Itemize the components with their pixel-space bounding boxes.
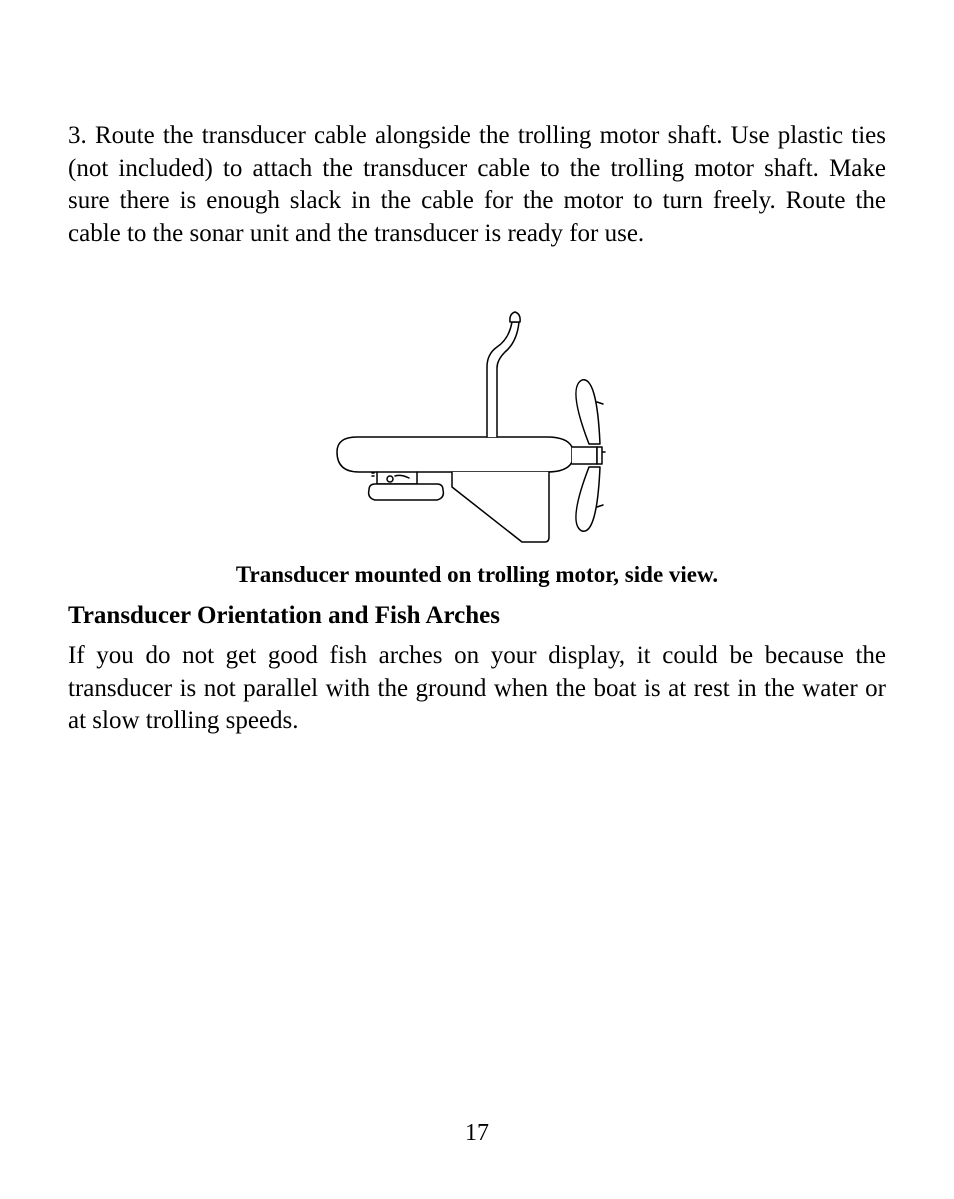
figure-caption: Transducer mounted on trolling motor, si… xyxy=(68,562,886,588)
transducer-cable-stub-icon xyxy=(395,475,409,478)
prop-blade-top-icon xyxy=(576,380,600,444)
page: 3. Route the transducer cable alongside … xyxy=(0,0,954,1199)
motor-skeg-icon xyxy=(452,472,549,542)
prop-hub-icon xyxy=(572,447,597,464)
trolling-motor-figure xyxy=(68,272,886,552)
page-number: 17 xyxy=(0,1120,954,1147)
motor-body-icon xyxy=(337,437,572,472)
instruction-step-3: 3. Route the transducer cable alongside … xyxy=(68,120,886,250)
transducer-pivot-icon xyxy=(387,476,393,482)
trolling-motor-diagram-svg xyxy=(297,272,657,552)
orientation-paragraph: If you do not get good fish arches on yo… xyxy=(68,640,886,738)
prop-collar-icon xyxy=(597,447,602,464)
prop-blade-mark-icon xyxy=(597,402,603,404)
section-subheading: Transducer Orientation and Fish Arches xyxy=(68,602,886,630)
shaft-top-knob-icon xyxy=(510,312,520,322)
motor-shaft-icon xyxy=(487,322,519,437)
transducer-bracket-icon xyxy=(377,472,417,484)
transducer-pod-icon xyxy=(369,484,444,500)
prop-blade-bottom-icon xyxy=(576,467,600,531)
prop-blade-mark2-icon xyxy=(597,505,603,507)
